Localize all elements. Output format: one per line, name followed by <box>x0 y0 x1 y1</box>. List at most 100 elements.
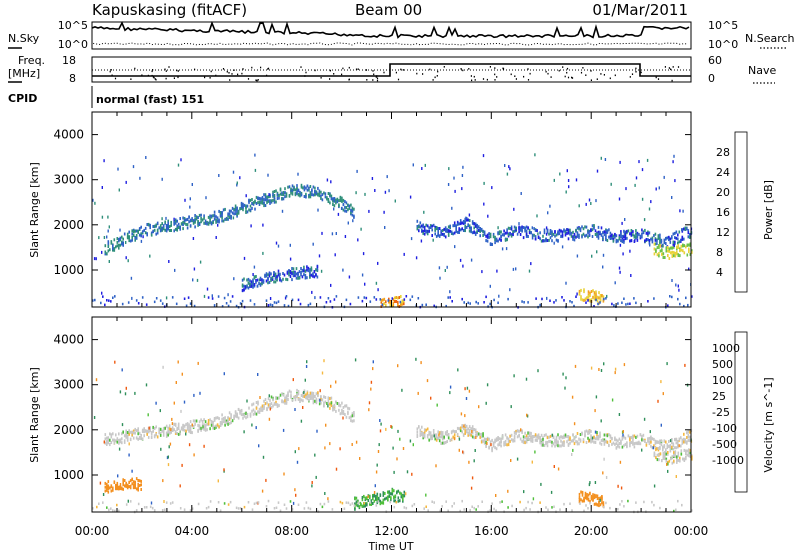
heatmap-cell <box>480 227 483 231</box>
heatmap-cell <box>339 412 342 416</box>
heatmap-cell <box>233 414 235 418</box>
heatmap-cell <box>235 506 238 510</box>
heatmap-cell <box>464 431 466 435</box>
heatmap-cell <box>378 496 380 500</box>
heatmap-cell <box>527 301 529 304</box>
heatmap-cell <box>444 269 446 272</box>
heatmap-cell <box>661 252 663 256</box>
heatmap-cell <box>620 486 623 490</box>
heatmap-cell <box>343 507 346 510</box>
heatmap-cell <box>121 302 124 306</box>
heatmap-cell <box>600 156 602 160</box>
heatmap-cell <box>181 463 183 467</box>
heatmap-cell <box>445 304 447 308</box>
heatmap-cell <box>608 443 610 447</box>
heatmap-cell <box>483 230 486 234</box>
heatmap-cell <box>282 193 285 197</box>
heatmap-cell <box>257 402 259 406</box>
heatmap-cell <box>222 208 225 212</box>
heatmap-cell <box>529 508 531 511</box>
heatmap-cell <box>584 430 586 434</box>
heatmap-cell <box>591 254 593 258</box>
heatmap-cell <box>135 509 138 512</box>
heatmap-cell <box>497 443 499 447</box>
heatmap-cell <box>309 507 312 511</box>
velocity-plot-area <box>92 317 691 512</box>
heatmap-cell <box>663 238 666 242</box>
heatmap-cell <box>676 247 678 251</box>
heatmap-cell <box>593 496 596 500</box>
heatmap-cell <box>533 233 535 237</box>
heatmap-cell <box>614 232 616 236</box>
heatmap-cell <box>235 304 238 308</box>
heatmap-cell <box>462 221 465 225</box>
heatmap-cell <box>252 402 255 406</box>
heatmap-cell <box>554 438 556 442</box>
heatmap-cell <box>258 407 261 411</box>
heatmap-cell <box>326 178 329 182</box>
nave-point <box>510 73 512 76</box>
heatmap-cell <box>552 442 555 446</box>
heatmap-cell <box>300 191 303 195</box>
nave-point <box>566 71 568 74</box>
heatmap-cell <box>551 506 553 509</box>
heatmap-cell <box>209 500 212 503</box>
heatmap-cell <box>614 367 617 371</box>
heatmap-cell <box>316 267 319 271</box>
heatmap-cell <box>507 226 510 230</box>
heatmap-cell <box>447 231 450 235</box>
heatmap-cell <box>200 217 202 220</box>
heatmap-cell <box>467 301 469 305</box>
freq-tick-bottom-left: 8 <box>69 72 76 85</box>
heatmap-cell <box>622 252 624 256</box>
heatmap-cell <box>691 249 693 253</box>
heatmap-cell <box>213 304 216 307</box>
nave-point <box>237 73 239 76</box>
heatmap-cell <box>279 509 282 512</box>
heatmap-cell <box>645 238 648 241</box>
heatmap-cell <box>289 271 292 275</box>
heatmap-cell <box>471 221 474 225</box>
heatmap-cell <box>494 235 496 239</box>
heatmap-cell <box>163 500 165 503</box>
heatmap-cell <box>548 435 550 439</box>
heatmap-cell <box>606 294 608 298</box>
heatmap-cell <box>462 229 465 232</box>
heatmap-cell <box>380 422 382 426</box>
heatmap-cell <box>685 457 687 461</box>
heatmap-cell <box>351 443 353 446</box>
heatmap-cell <box>605 236 607 240</box>
heatmap-cell <box>579 433 582 436</box>
heatmap-cell <box>132 480 135 484</box>
heatmap-cell <box>317 193 319 197</box>
heatmap-cell <box>109 443 111 447</box>
heatmap-cell <box>501 233 504 237</box>
x-tick-label: 08:00 <box>274 524 309 538</box>
nave-point <box>443 66 445 68</box>
heatmap-cell <box>314 193 316 197</box>
heatmap-cell <box>549 232 552 235</box>
heatmap-cell <box>246 415 249 419</box>
heatmap-cell <box>137 479 139 482</box>
heatmap-cell <box>294 274 296 278</box>
heatmap-cell <box>382 298 384 302</box>
heatmap-cell <box>137 502 140 506</box>
heatmap-cell <box>431 434 433 438</box>
heatmap-cell <box>678 230 681 234</box>
heatmap-cell <box>549 439 552 443</box>
heatmap-cell <box>216 416 219 420</box>
nave-point <box>677 66 680 68</box>
heatmap-cell <box>347 208 349 212</box>
heatmap-cell <box>543 228 546 232</box>
heatmap-cell <box>231 419 234 423</box>
heatmap-cell <box>289 243 291 247</box>
heatmap-cell <box>671 196 673 199</box>
heatmap-cell <box>482 432 484 436</box>
heatmap-cell <box>198 420 201 424</box>
heatmap-cell <box>468 431 471 435</box>
heatmap-cell <box>150 432 153 436</box>
heatmap-cell <box>147 435 150 439</box>
heatmap-cell <box>106 252 108 256</box>
heatmap-cell <box>147 430 150 434</box>
